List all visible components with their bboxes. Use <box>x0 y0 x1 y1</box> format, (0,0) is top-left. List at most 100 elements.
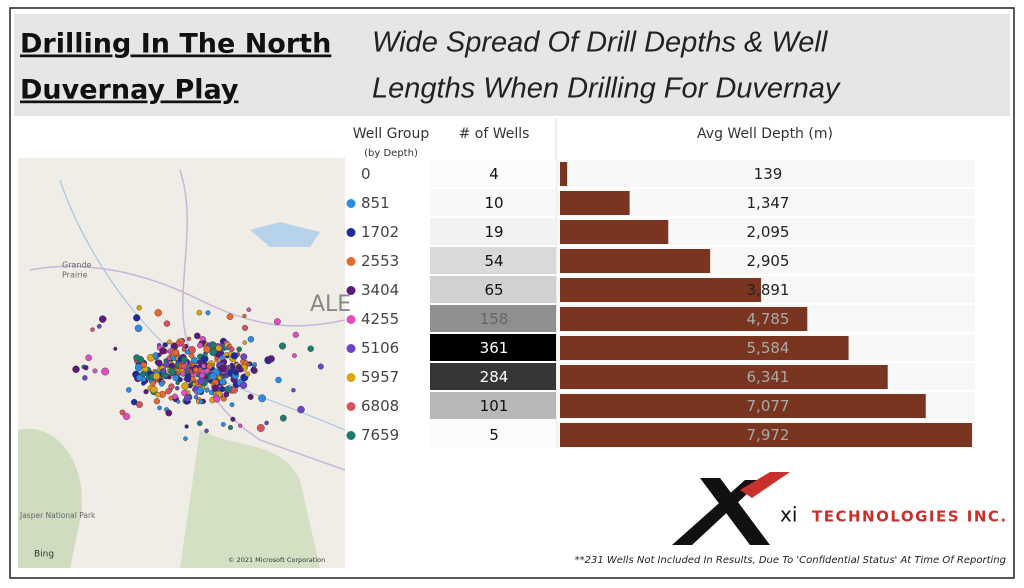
map-dot <box>204 428 209 434</box>
map-dot <box>206 342 211 347</box>
wells-value: 10 <box>484 194 503 212</box>
map-copyright: © 2021 Microsoft Corporation <box>228 556 325 564</box>
map-dot <box>206 362 213 370</box>
wells-cell <box>430 334 556 361</box>
map-dot <box>240 353 248 361</box>
wells-cell <box>430 363 556 390</box>
map-dot <box>113 346 118 351</box>
logo: xi TECHNOLOGIES INC. <box>672 472 1008 545</box>
depth-value: 2,095 <box>747 223 790 241</box>
map-dot <box>237 366 244 373</box>
map-dot <box>157 405 162 411</box>
map-dot <box>183 394 192 402</box>
logo-name: TECHNOLOGIES INC. <box>812 508 1008 526</box>
group-swatch <box>346 257 356 266</box>
map-dot <box>201 340 207 345</box>
wells-value: 54 <box>484 252 503 270</box>
column-subheader: (by Depth) <box>364 148 418 159</box>
depth-bar <box>560 423 972 447</box>
map-dot <box>155 359 163 367</box>
map-dot <box>209 372 217 380</box>
map-dot <box>264 420 269 426</box>
group-label: 3404 <box>361 281 399 299</box>
park-area <box>180 430 320 568</box>
map-dot <box>150 385 158 394</box>
map-dot <box>292 331 299 338</box>
logo-stroke <box>672 480 762 545</box>
map-dot <box>122 412 131 421</box>
wells-value: 5 <box>489 426 499 444</box>
map-dot <box>140 361 147 368</box>
map-dot <box>162 342 168 348</box>
map-dot <box>72 365 80 373</box>
group-label: 7659 <box>361 426 399 444</box>
map-dot <box>158 380 165 387</box>
group-swatch <box>346 286 356 295</box>
map-label: Jasper National Park <box>19 511 96 520</box>
map-dot <box>197 359 203 366</box>
depth-bar <box>560 278 762 302</box>
map-dot <box>96 323 102 329</box>
wells-cell <box>430 276 556 303</box>
map-dot <box>218 364 227 373</box>
map-dot <box>246 307 252 313</box>
subtitle: Lengths When Drilling For Duvernay <box>372 73 841 105</box>
column-header: # of Wells <box>459 126 530 142</box>
depth-bar <box>560 394 926 418</box>
map-dot <box>256 424 265 432</box>
depth-bar <box>560 365 888 389</box>
wells-cell <box>430 392 556 419</box>
map-dot <box>180 363 188 370</box>
map-dot <box>209 348 218 356</box>
map-dot <box>196 309 203 316</box>
map-dot <box>291 388 296 393</box>
map-dot <box>172 374 179 382</box>
map-dot <box>184 349 190 355</box>
map-dot <box>162 361 170 368</box>
depth-bar <box>560 249 711 273</box>
map[interactable]: Grande Prairie ALE Jasper National Park … <box>18 158 351 568</box>
map-dot <box>172 349 179 356</box>
group-swatch <box>346 373 356 382</box>
map-dot <box>227 344 232 349</box>
table: Well Group (by Depth) # of Wells Avg Wel… <box>346 118 975 448</box>
map-dot <box>267 355 275 363</box>
map-dot <box>133 314 141 322</box>
group-label: 5957 <box>361 368 399 386</box>
map-dot <box>227 425 233 431</box>
map-dot <box>307 345 314 352</box>
map-dot <box>192 366 199 373</box>
park-area <box>18 428 82 568</box>
wells-cell <box>430 218 556 245</box>
map-dot <box>219 386 226 393</box>
map-dot <box>230 416 236 422</box>
map-dot <box>161 368 167 374</box>
map-dot <box>291 353 297 358</box>
map-dot <box>273 318 281 325</box>
map-dot <box>229 402 235 408</box>
map-dot <box>250 366 258 374</box>
map-dot <box>230 352 239 360</box>
map-dot <box>152 372 161 380</box>
map-label: Prairie <box>62 271 88 280</box>
map-dot <box>240 381 248 389</box>
wells-value: 361 <box>480 339 509 357</box>
depth-value: 5,584 <box>747 339 790 357</box>
map-dot <box>247 336 255 343</box>
subtitle: Wide Spread Of Drill Depths & Well <box>372 27 829 59</box>
map-dot <box>85 354 92 362</box>
group-swatch <box>346 228 356 237</box>
map-dot <box>230 364 236 371</box>
map-dot <box>220 421 226 427</box>
map-dot <box>83 365 89 371</box>
title-band <box>14 14 1010 116</box>
depth-bar <box>560 191 630 215</box>
map-dot <box>155 392 161 398</box>
map-dot <box>136 401 143 408</box>
map-dot <box>192 382 197 387</box>
map-dot <box>240 359 245 364</box>
depth-bar <box>560 162 568 186</box>
map-dot <box>165 409 173 417</box>
map-dot <box>252 362 257 367</box>
map-dot <box>196 420 203 427</box>
